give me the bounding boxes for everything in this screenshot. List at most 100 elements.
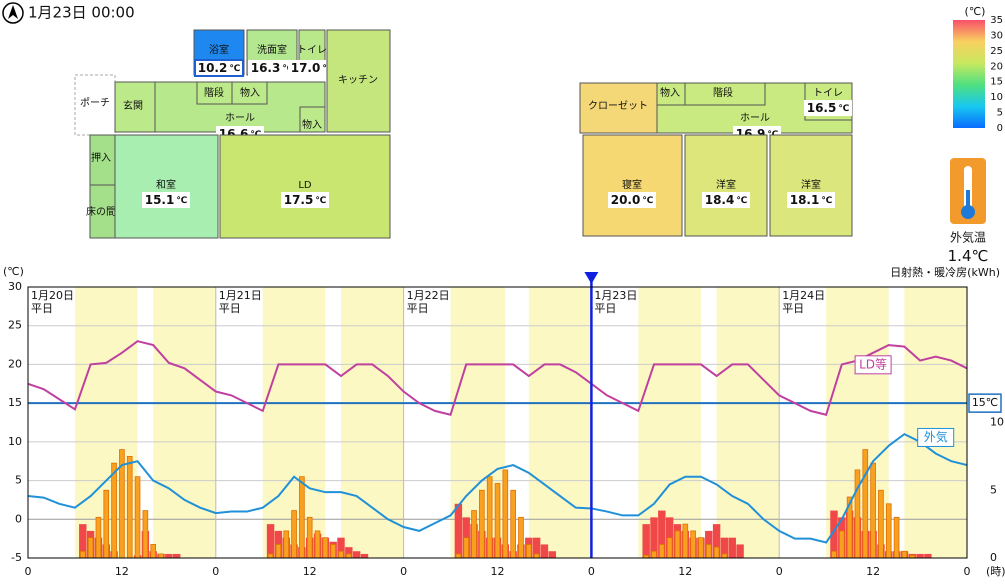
room-name: 洋室: [801, 178, 821, 191]
scale-tick-label: 20: [990, 61, 1003, 72]
room-temp-value: 17.5: [284, 193, 314, 207]
bar: [712, 524, 721, 558]
room-name: ホール: [740, 112, 770, 124]
temp-box: [804, 100, 852, 116]
reference-label: 15℃: [972, 396, 998, 409]
bar: [87, 537, 94, 559]
bar: [455, 553, 462, 559]
bar: [510, 489, 516, 559]
bar: [142, 510, 149, 559]
x-tick-label: 12: [491, 565, 505, 578]
line: [27, 432, 968, 544]
room: [684, 134, 768, 237]
day-band: [716, 287, 780, 558]
room-temp-unit: ℃: [282, 64, 293, 74]
room-name: 押入: [91, 151, 111, 164]
bar: [885, 503, 892, 559]
room-name: ポーチ: [80, 97, 110, 109]
x-tick-label: 0: [588, 565, 595, 578]
bar: [165, 553, 173, 558]
y2-tick-label: 0: [990, 551, 997, 564]
outdoor-temp: 1.4℃: [948, 247, 989, 265]
bar: [651, 550, 657, 559]
y-tick-label: 25: [8, 319, 22, 332]
temp-box: [281, 192, 329, 208]
y-tick-label: 15: [8, 396, 22, 409]
temp-box: [248, 60, 296, 76]
room-name: 階段: [204, 86, 224, 99]
room: [231, 81, 268, 105]
temp-box: [142, 192, 190, 208]
room-name: 和室: [156, 178, 176, 191]
room-name: 洋室: [716, 178, 736, 191]
room-temp: 16.3 ℃: [251, 61, 294, 75]
room: [769, 134, 853, 237]
bar: [705, 544, 712, 559]
room: [684, 82, 766, 106]
x-tick-label: 0: [776, 565, 783, 578]
bar: [728, 537, 736, 558]
scale-tick-label: 5: [997, 108, 1003, 119]
bar: [690, 530, 696, 559]
bar: [79, 550, 86, 559]
bar: [338, 550, 344, 559]
room-name: クローゼット: [588, 100, 648, 112]
bar: [79, 524, 87, 558]
x-tick-label: 0: [212, 565, 219, 578]
x-tick-label: 12: [115, 565, 129, 578]
room-temp-value: 20.0: [611, 193, 641, 207]
bar: [266, 524, 275, 558]
bar: [533, 553, 540, 559]
day-date: 1月20日: [31, 289, 74, 302]
y-tick-label: 30: [8, 280, 22, 293]
compass-arrow: [8, 5, 18, 19]
room-name: 物入: [660, 86, 680, 99]
plot-border: [27, 286, 968, 559]
bar: [126, 455, 133, 559]
room-name: 寝室: [622, 178, 642, 191]
scale-unit: (℃): [965, 5, 986, 18]
bar: [267, 553, 274, 559]
room-temp-unit: ℃: [736, 196, 747, 206]
bar: [830, 510, 838, 558]
x-tick-label: 0: [964, 565, 971, 578]
day-kind: 平日: [407, 302, 429, 315]
room-name: 物入: [302, 118, 322, 131]
bar: [674, 530, 681, 559]
room: [89, 184, 116, 239]
bar: [352, 551, 361, 558]
room-name: 玄関: [123, 99, 143, 112]
room-name: LD: [298, 180, 312, 191]
bar: [322, 537, 329, 559]
bar: [736, 544, 744, 558]
y2-label: 日射熱・暖冷房(kWh): [890, 265, 1000, 279]
bar: [134, 476, 141, 559]
room-temp-unit: ℃: [315, 196, 326, 206]
bar: [666, 537, 673, 559]
y-tick-label: -5: [11, 551, 22, 564]
series-label: 外気: [924, 429, 948, 444]
bar: [463, 537, 470, 559]
bar: [337, 537, 345, 558]
series-label-box: [854, 355, 892, 375]
bar: [682, 523, 689, 559]
outdoor-label: 外気温: [950, 230, 986, 245]
room-temp-value: 15.1: [145, 193, 175, 207]
room-name: 物入: [240, 86, 260, 99]
temp-box: [702, 192, 750, 208]
room-temp-value: 17.0: [291, 61, 321, 75]
now-marker: [584, 272, 599, 284]
y-tick-label: 0: [15, 512, 22, 525]
temp-box: [194, 59, 244, 77]
bar: [901, 550, 908, 559]
bar: [713, 546, 720, 559]
outdoor-temp-unit: ℃: [972, 247, 989, 265]
day-kind: 平日: [594, 302, 616, 315]
room-temp: 20.0 ℃: [611, 193, 654, 207]
day-date: 1月22日: [407, 289, 450, 302]
bar: [150, 544, 157, 559]
room-temp: 15.1 ℃: [145, 193, 188, 207]
room: [582, 134, 683, 237]
bar: [291, 510, 297, 559]
